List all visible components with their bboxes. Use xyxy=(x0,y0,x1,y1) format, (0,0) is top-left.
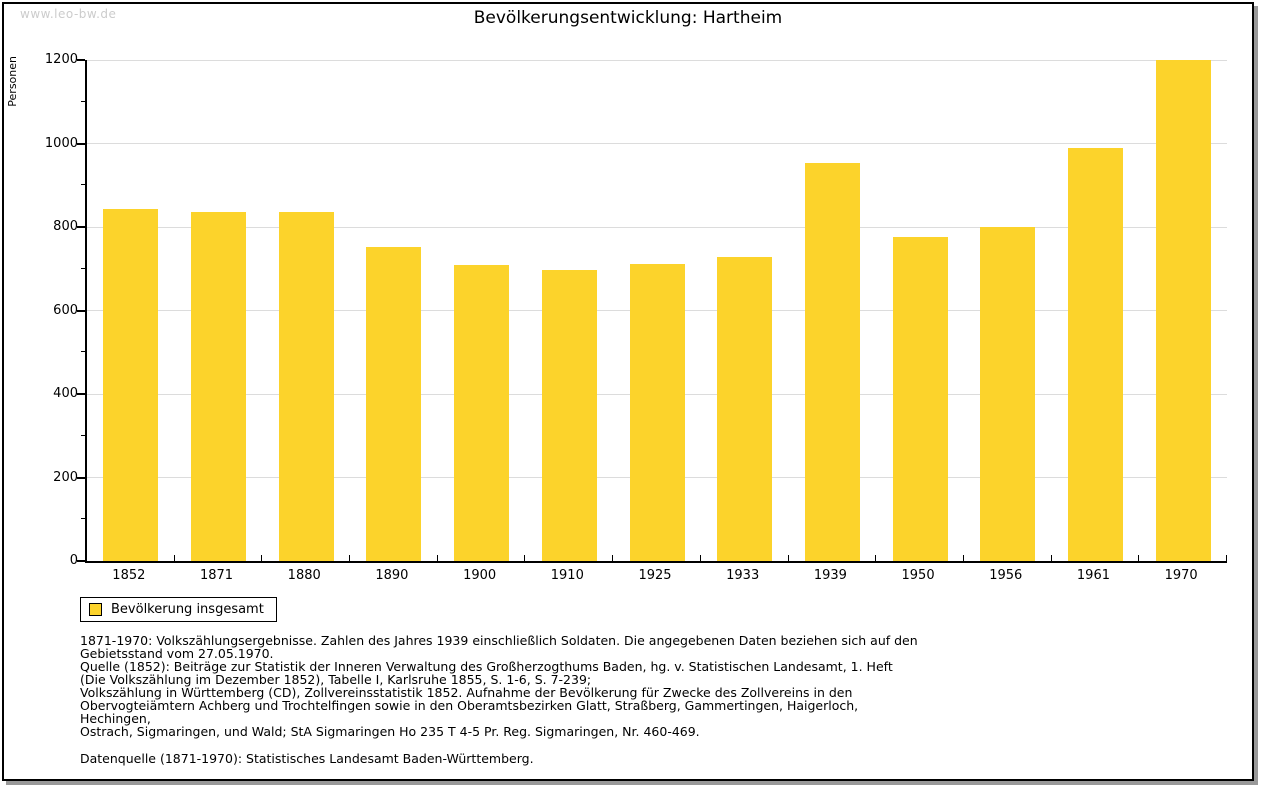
footnote-line: Quelle (1852): Beiträge zur Statistik de… xyxy=(80,659,893,674)
bar-1871 xyxy=(191,211,247,561)
x-axis-tick xyxy=(612,555,614,561)
datasource-line: Datenquelle (1871-1970): Statistisches L… xyxy=(80,751,534,766)
bar-1925 xyxy=(629,263,685,561)
y-axis-label-800: 800 xyxy=(53,219,78,234)
bar-1956 xyxy=(980,226,1036,561)
gridline-800 xyxy=(87,226,1227,228)
gridline-1000 xyxy=(87,143,1227,144)
y-axis-label-200: 200 xyxy=(53,469,78,485)
x-axis-label-1880: 1880 xyxy=(287,568,321,583)
x-axis-label-1925: 1925 xyxy=(638,568,672,583)
bar-1970 xyxy=(1155,60,1211,561)
bar-1852 xyxy=(103,209,159,561)
y-axis-tick xyxy=(81,351,85,353)
footnote-line: (Die Volkszählung im Dezember 1852), Tab… xyxy=(80,672,592,687)
y-axis-tick xyxy=(77,226,85,228)
y-axis-tick xyxy=(81,434,85,436)
page-title: Bevölkerungsentwicklung: Hartheim xyxy=(473,8,783,28)
y-axis-label-600: 600 xyxy=(53,302,78,318)
x-axis-tick xyxy=(875,555,877,561)
gridline-1200 xyxy=(87,59,1227,61)
x-axis-tick xyxy=(261,555,263,561)
bar-1939 xyxy=(804,163,860,561)
y-axis-tick xyxy=(81,267,85,269)
bar-1890 xyxy=(366,246,422,561)
y-axis-tick xyxy=(77,309,85,312)
x-axis-label-1970: 1970 xyxy=(1164,568,1198,583)
x-axis-label-1852: 1852 xyxy=(112,568,146,583)
chart-frame: www.leo-bw.de Bevölkerungsentwicklung: H… xyxy=(2,2,1254,781)
y-axis-label-0: 0 xyxy=(69,553,78,568)
footnote-line: Gebietsstand vom 27.05.1970. xyxy=(80,646,274,661)
watermark: www.leo-bw.de xyxy=(20,7,117,21)
x-axis-tick xyxy=(1050,555,1052,561)
y-axis-tick xyxy=(77,59,85,61)
x-axis-tick xyxy=(173,555,175,561)
bar-1933 xyxy=(717,256,773,561)
y-axis-tick xyxy=(81,100,85,102)
x-axis-tick xyxy=(436,555,438,561)
bar-1950 xyxy=(892,237,948,561)
legend: Bevölkerung insgesamt xyxy=(80,597,277,622)
x-axis-label-1939: 1939 xyxy=(813,568,847,583)
x-axis-label-1950: 1950 xyxy=(901,568,935,583)
y-axis-tick xyxy=(77,560,85,562)
x-axis-tick xyxy=(699,555,701,561)
x-axis-tick xyxy=(787,555,789,561)
footnote-block: 1871-1970: Volkszählungsergebnisse. Zahl… xyxy=(80,634,930,765)
y-axis-tick xyxy=(81,518,85,520)
footnote-line: Obervogteiämtern Achberg und Trochtelfin… xyxy=(80,698,859,726)
footnote-lines: 1871-1970: Volkszählungsergebnisse. Zahl… xyxy=(80,634,930,738)
y-axis-label-1200: 1200 xyxy=(44,52,78,67)
legend-swatch-icon xyxy=(89,603,102,616)
y-axis-tick xyxy=(77,393,85,395)
y-axis-tick xyxy=(77,142,85,145)
x-axis-tick xyxy=(524,555,526,561)
footnote-line: Ostrach, Sigmaringen, und Wald; StA Sigm… xyxy=(80,724,700,739)
x-axis-label-1956: 1956 xyxy=(989,568,1023,583)
x-axis-tick xyxy=(962,555,964,561)
footnote-line: Volkszählung in Württemberg (CD), Zollve… xyxy=(80,685,853,700)
x-axis-label-1890: 1890 xyxy=(375,568,409,583)
x-axis-label-1933: 1933 xyxy=(726,568,760,583)
x-axis-tick xyxy=(1138,555,1140,561)
y-axis-label-1000: 1000 xyxy=(44,135,78,151)
bar-1900 xyxy=(454,264,510,561)
bar-1880 xyxy=(278,211,334,561)
x-axis-label-1961: 1961 xyxy=(1076,568,1110,583)
bar-1961 xyxy=(1067,147,1123,561)
x-axis-label-1871: 1871 xyxy=(199,568,234,583)
legend-label: Bevölkerung insgesamt xyxy=(111,602,264,617)
y-axis-tick xyxy=(77,476,85,479)
x-axis-tick xyxy=(1226,555,1227,561)
plot-area xyxy=(85,59,1227,563)
x-axis-tick xyxy=(349,555,351,561)
footnote-line: 1871-1970: Volkszählungsergebnisse. Zahl… xyxy=(80,633,918,648)
x-axis-label-1900: 1900 xyxy=(463,568,497,583)
x-axis-label-1910: 1910 xyxy=(550,568,584,583)
y-axis-label-400: 400 xyxy=(53,386,78,401)
y-axis-tick xyxy=(81,184,85,186)
bar-1910 xyxy=(541,270,597,561)
